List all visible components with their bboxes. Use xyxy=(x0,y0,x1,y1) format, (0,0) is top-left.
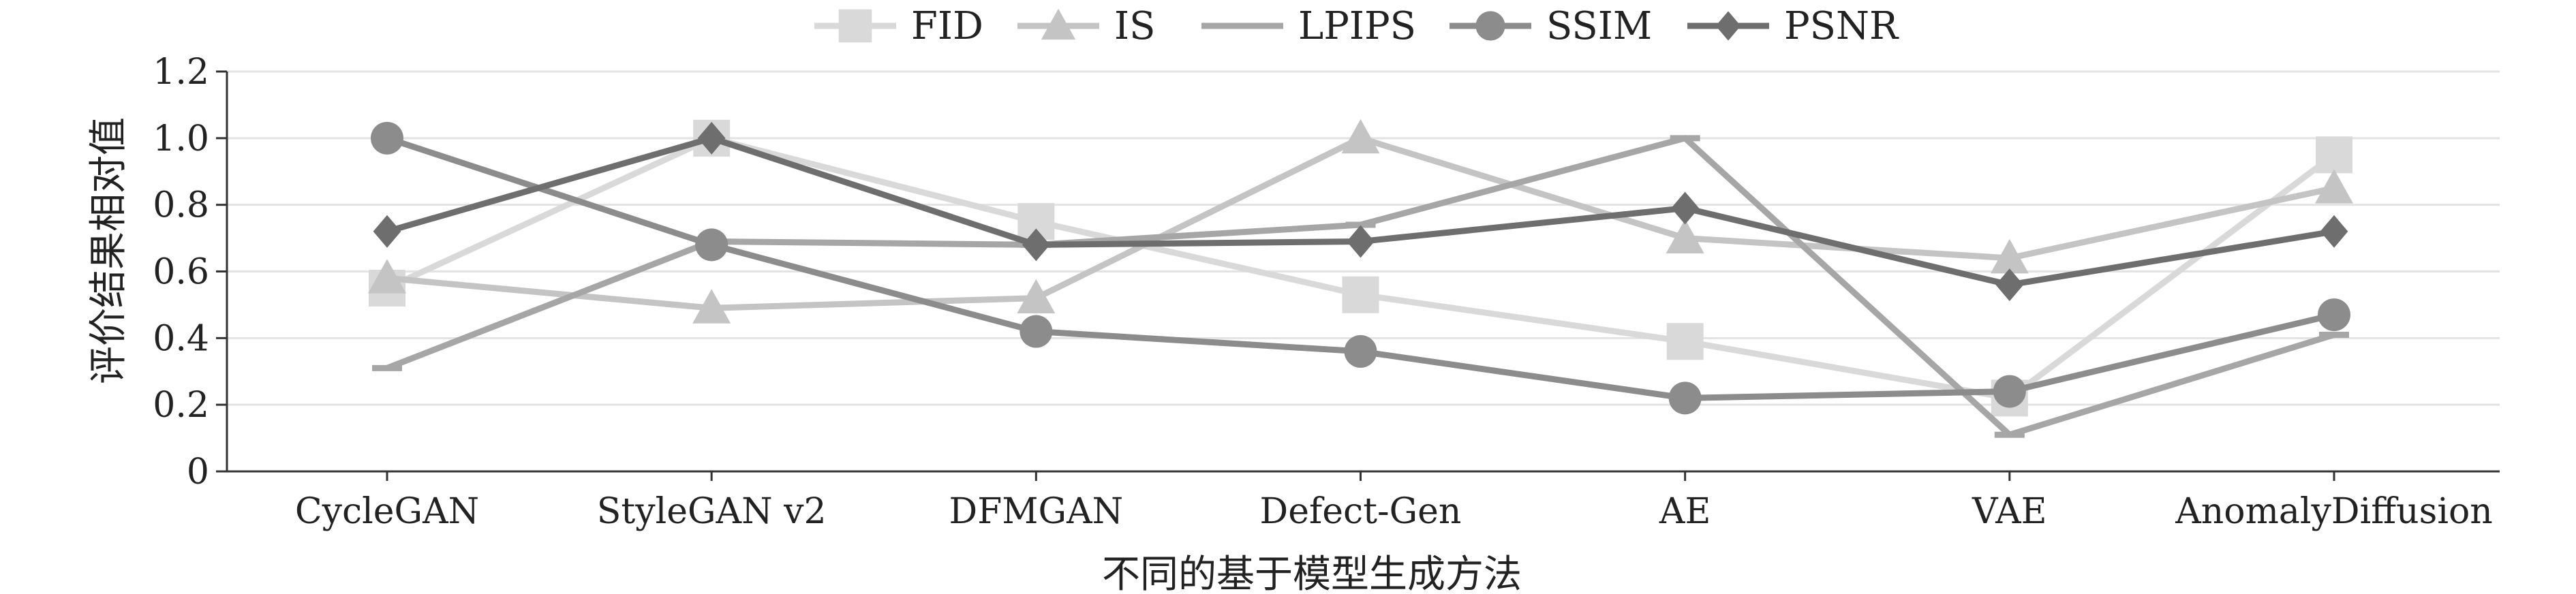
diamond-marker xyxy=(1671,191,1700,225)
circle-marker xyxy=(1993,375,2026,408)
circle-marker xyxy=(1475,11,1505,41)
series-psnr xyxy=(373,121,2348,302)
tick-labels: 0 0.2 0.4 0.6 0.8 1.0 1.2 CycleGAN StyleGAN v2 DF… xyxy=(153,52,2492,532)
legend-item-fid: FID xyxy=(814,4,983,48)
series-fid xyxy=(369,119,2352,417)
legend-item-lpips: LPIPS xyxy=(1201,4,1416,48)
y-tick-label: 0.4 xyxy=(153,318,209,359)
triangle-marker xyxy=(1017,279,1056,314)
legend-item-is: IS xyxy=(1017,4,1155,48)
legend: FID IS LPIPS SSIM PSNR xyxy=(814,4,1899,48)
diamond-marker xyxy=(1715,11,1741,41)
legend-label: SSIM xyxy=(1546,4,1652,48)
x-tick-label: StyleGAN v2 xyxy=(597,491,827,532)
legend-label: PSNR xyxy=(1784,4,1899,48)
legend-label: FID xyxy=(911,4,983,48)
legend-label: LPIPS xyxy=(1298,4,1416,48)
circle-marker xyxy=(371,121,403,155)
circle-marker xyxy=(695,228,729,262)
y-axis-title: 评价结果相对值 xyxy=(87,117,131,384)
y-tick-label: 0.2 xyxy=(153,385,209,426)
series-lines xyxy=(368,119,2353,438)
diamond-marker xyxy=(1347,225,1375,258)
legend-label: IS xyxy=(1114,4,1155,48)
triangle-marker xyxy=(1666,219,1704,253)
series-is xyxy=(368,119,2353,324)
triangle-marker xyxy=(368,259,406,294)
triangle-marker xyxy=(1990,238,2029,274)
y-tick-label: 0.6 xyxy=(153,252,209,293)
diamond-marker xyxy=(697,121,726,155)
diamond-marker xyxy=(1995,268,2024,302)
y-tick-label: 0.8 xyxy=(153,185,209,226)
diamond-marker xyxy=(2320,215,2348,248)
x-tick-label: VAE xyxy=(1972,491,2047,532)
x-tick-label: CycleGAN xyxy=(295,491,479,532)
triangle-marker xyxy=(692,289,731,324)
square-marker xyxy=(1666,323,1704,360)
circle-marker xyxy=(1668,381,1702,415)
legend-item-psnr: PSNR xyxy=(1687,4,1899,48)
circle-marker xyxy=(1344,334,1377,368)
triangle-marker xyxy=(2315,169,2353,204)
x-tick-label: DFMGAN xyxy=(949,491,1124,532)
y-tick-label: 1.0 xyxy=(153,119,209,159)
triangle-marker xyxy=(1041,8,1076,40)
x-tick-label: Defect-Gen xyxy=(1260,491,1462,532)
x-tick-label: AE xyxy=(1659,491,1711,532)
legend-item-ssim: SSIM xyxy=(1450,4,1652,48)
diamond-marker xyxy=(373,215,401,248)
x-tick-label: AnomalyDiffusion xyxy=(2175,491,2493,532)
circle-marker xyxy=(1019,315,1053,348)
y-tick-label: 0 xyxy=(187,452,209,493)
circle-marker xyxy=(2318,298,2350,332)
axes xyxy=(216,70,2500,481)
diamond-marker xyxy=(1022,228,1050,262)
x-axis-title: 不同的基于模型生成方法 xyxy=(1102,552,1522,594)
series-line xyxy=(386,135,2335,288)
square-marker xyxy=(838,9,872,43)
series-ssim xyxy=(371,121,2350,415)
triangle-marker xyxy=(1341,119,1380,154)
square-marker xyxy=(1342,276,1379,313)
y-tick-label: 1.2 xyxy=(153,52,209,93)
square-marker xyxy=(2316,136,2352,174)
